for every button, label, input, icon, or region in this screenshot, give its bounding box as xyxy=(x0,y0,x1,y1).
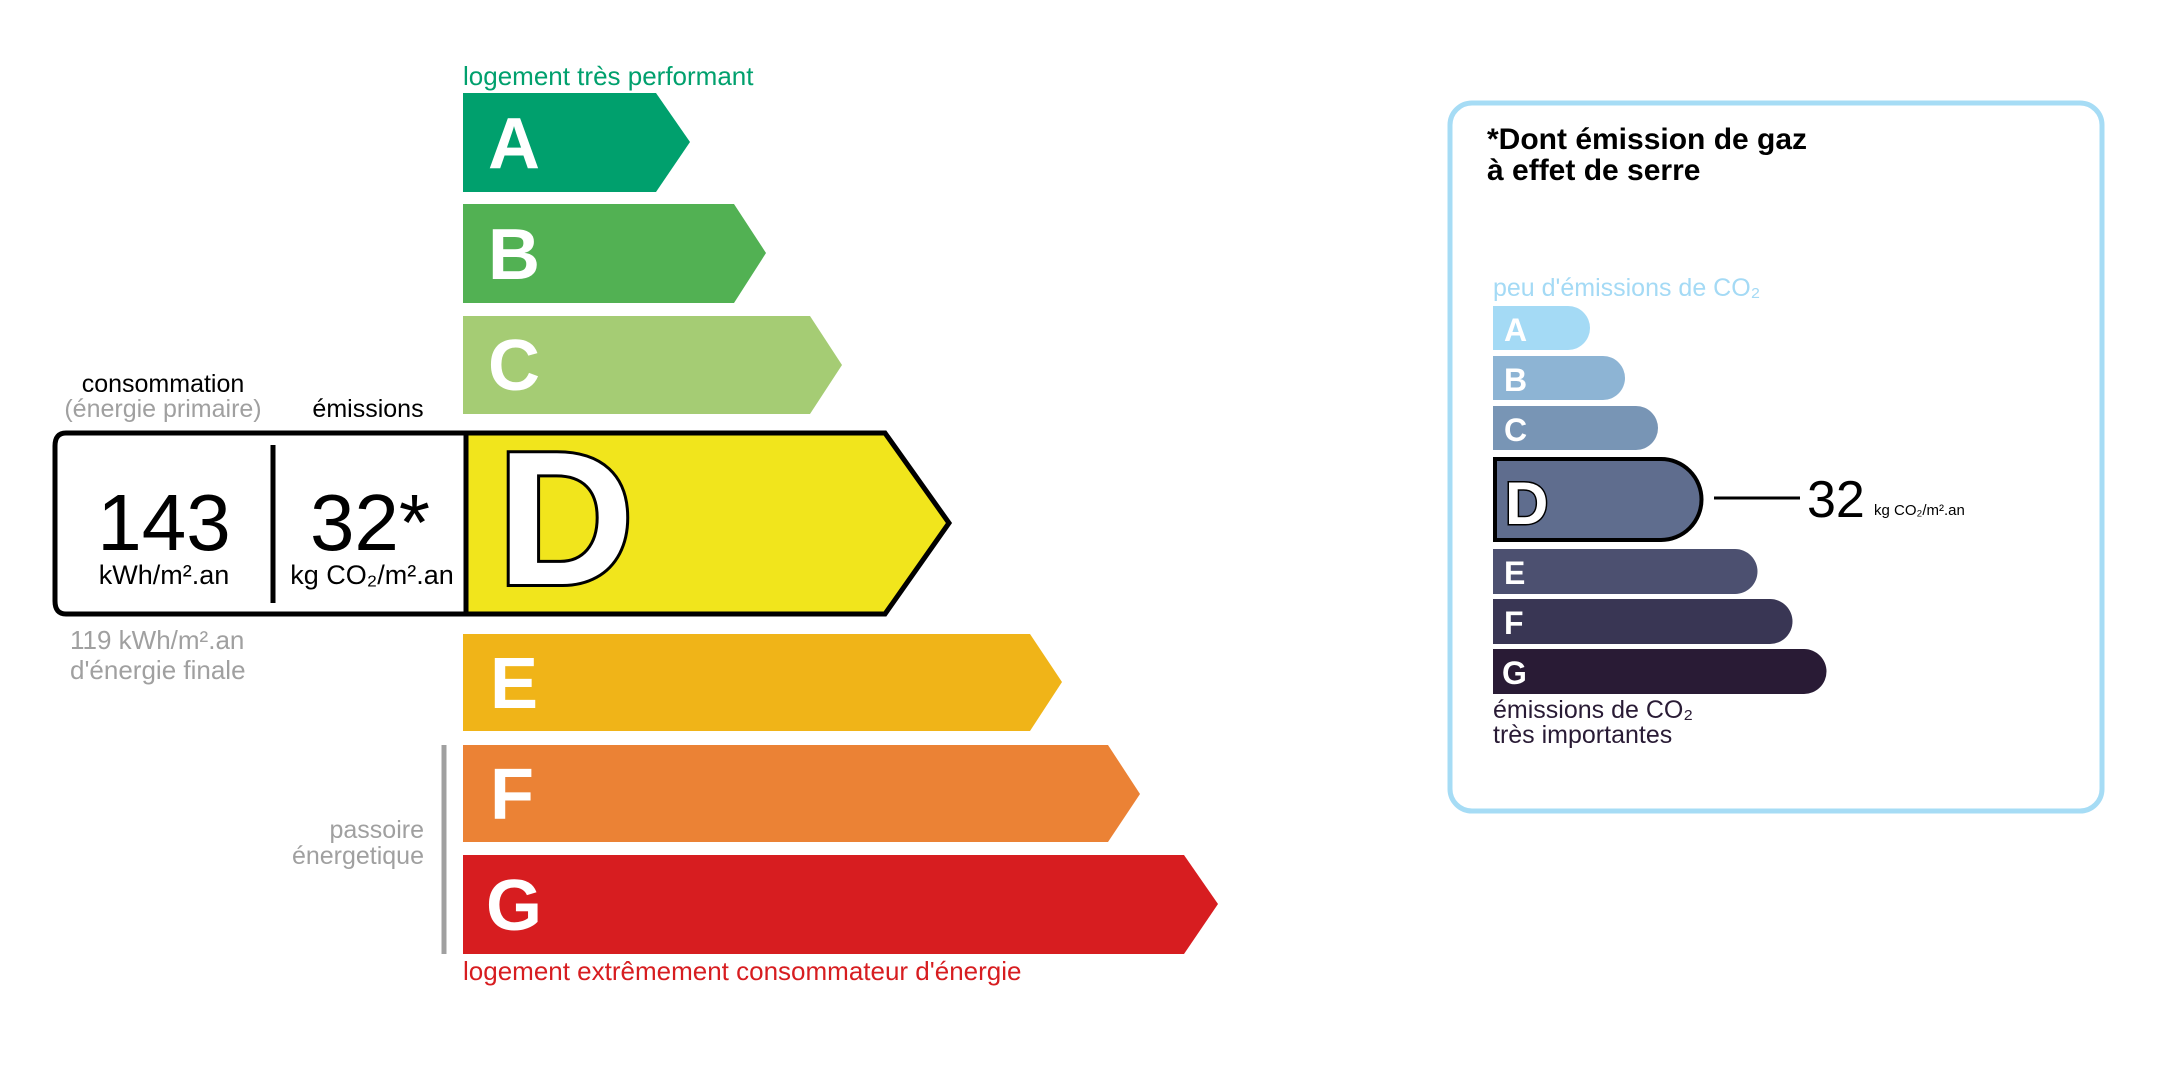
energy-class-f: F xyxy=(463,745,1140,842)
class-letter: D xyxy=(497,413,634,625)
ges-label: *Dont émission de gaz à effet de serre p… xyxy=(1447,100,2105,814)
ges-class-e: E xyxy=(1493,549,1758,594)
consumption-value: 143 xyxy=(97,478,230,567)
class-bar xyxy=(1493,649,1827,694)
energy-class-b: B xyxy=(463,204,766,303)
class-bar xyxy=(1493,549,1758,594)
ges-title: *Dont émission de gaz xyxy=(1487,123,1807,156)
ges-class-c: C xyxy=(1493,406,1658,450)
emissions-label: émissions xyxy=(312,395,423,423)
energy-label: logement très performant A B C D 143 kWh… xyxy=(52,61,1218,986)
class-letter: F xyxy=(490,755,534,835)
ges-bottom-caption-2: très importantes xyxy=(1493,721,1672,749)
class-letter: G xyxy=(1502,655,1527,691)
energy-class-d-current: D 143 kWh/m².an 32* kg CO₂/m².an xyxy=(52,410,953,628)
value-box xyxy=(52,430,469,617)
class-letter: G xyxy=(486,866,542,946)
ges-top-caption: peu d'émissions de CO₂ xyxy=(1493,274,1760,302)
class-letter: E xyxy=(1504,555,1525,591)
consumption-unit: kWh/m².an xyxy=(99,560,230,590)
passoire-label: passoire xyxy=(330,816,425,844)
energy-class-c: C xyxy=(463,316,842,414)
class-letter: C xyxy=(488,326,540,406)
energy-class-e: E xyxy=(463,634,1062,731)
class-bar xyxy=(463,855,1218,954)
ges-value: 32 xyxy=(1807,471,1865,529)
class-bar xyxy=(463,634,1062,731)
class-bar xyxy=(1493,599,1793,644)
class-bar xyxy=(463,93,690,192)
energy-class-g: G xyxy=(463,855,1218,954)
class-bar xyxy=(463,204,766,303)
ges-class-g: G xyxy=(1493,649,1827,694)
class-letter: B xyxy=(1504,362,1527,398)
passoire-label-2: énergetique xyxy=(292,842,424,870)
class-letter: B xyxy=(488,215,540,295)
ges-class-f: F xyxy=(1493,599,1793,644)
ges-class-a: A xyxy=(1493,306,1590,350)
energy-class-a: A xyxy=(463,93,690,192)
class-bar xyxy=(463,316,842,414)
final-energy-value: 119 kWh/m².an xyxy=(70,625,244,655)
class-letter: D xyxy=(1505,470,1548,537)
class-bar xyxy=(1493,356,1625,400)
emissions-value: 32* xyxy=(310,478,430,567)
ges-bottom-caption: émissions de CO₂ xyxy=(1493,696,1693,724)
emissions-unit: kg CO₂/m².an xyxy=(290,560,454,590)
class-bar xyxy=(463,430,953,617)
consumption-label: consommation xyxy=(82,370,245,398)
class-letter: F xyxy=(1504,605,1524,641)
bottom-caption: logement extrêmement consommateur d'éner… xyxy=(463,956,1021,986)
ges-title-2: à effet de serre xyxy=(1487,154,1700,187)
class-letter: A xyxy=(1504,312,1527,348)
class-letter: A xyxy=(488,104,540,184)
class-letter: E xyxy=(490,644,538,724)
class-bar xyxy=(1493,457,1704,542)
class-bar xyxy=(1493,306,1590,350)
final-energy-label: d'énergie finale xyxy=(70,655,246,685)
class-letter: C xyxy=(1504,412,1527,448)
ges-class-b: B xyxy=(1493,356,1625,400)
class-bar xyxy=(463,745,1140,842)
ges-unit: kg CO₂/m².an xyxy=(1874,502,1965,519)
class-bar xyxy=(1493,406,1658,450)
consumption-sublabel: (énergie primaire) xyxy=(64,395,261,423)
ges-class-d-current: D 32 kg CO₂/m².an xyxy=(1493,457,1965,542)
top-caption: logement très performant xyxy=(463,61,754,91)
